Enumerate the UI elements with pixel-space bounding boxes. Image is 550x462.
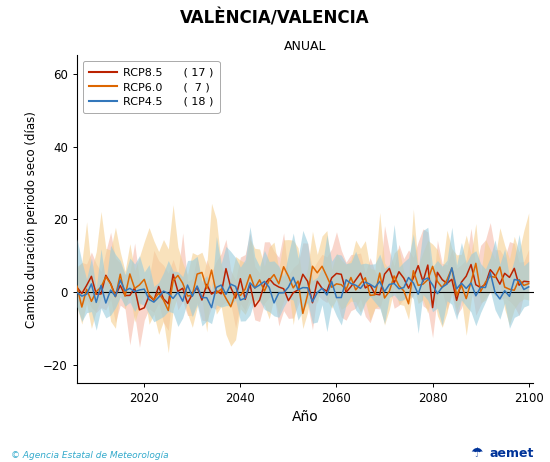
Text: © Agencia Estatal de Meteorología: © Agencia Estatal de Meteorología [11, 451, 169, 460]
Legend: RCP8.5      ( 17 ), RCP6.0      (  7 ), RCP4.5      ( 18 ): RCP8.5 ( 17 ), RCP6.0 ( 7 ), RCP4.5 ( 18… [82, 61, 219, 113]
Text: ☂: ☂ [470, 446, 483, 460]
Y-axis label: Cambio duración periodo seco (días): Cambio duración periodo seco (días) [25, 111, 37, 328]
Text: VALÈNCIA/VALENCIA: VALÈNCIA/VALENCIA [180, 9, 370, 27]
Title: ANUAL: ANUAL [284, 40, 327, 53]
X-axis label: Año: Año [292, 410, 318, 425]
Text: aemet: aemet [489, 447, 534, 460]
